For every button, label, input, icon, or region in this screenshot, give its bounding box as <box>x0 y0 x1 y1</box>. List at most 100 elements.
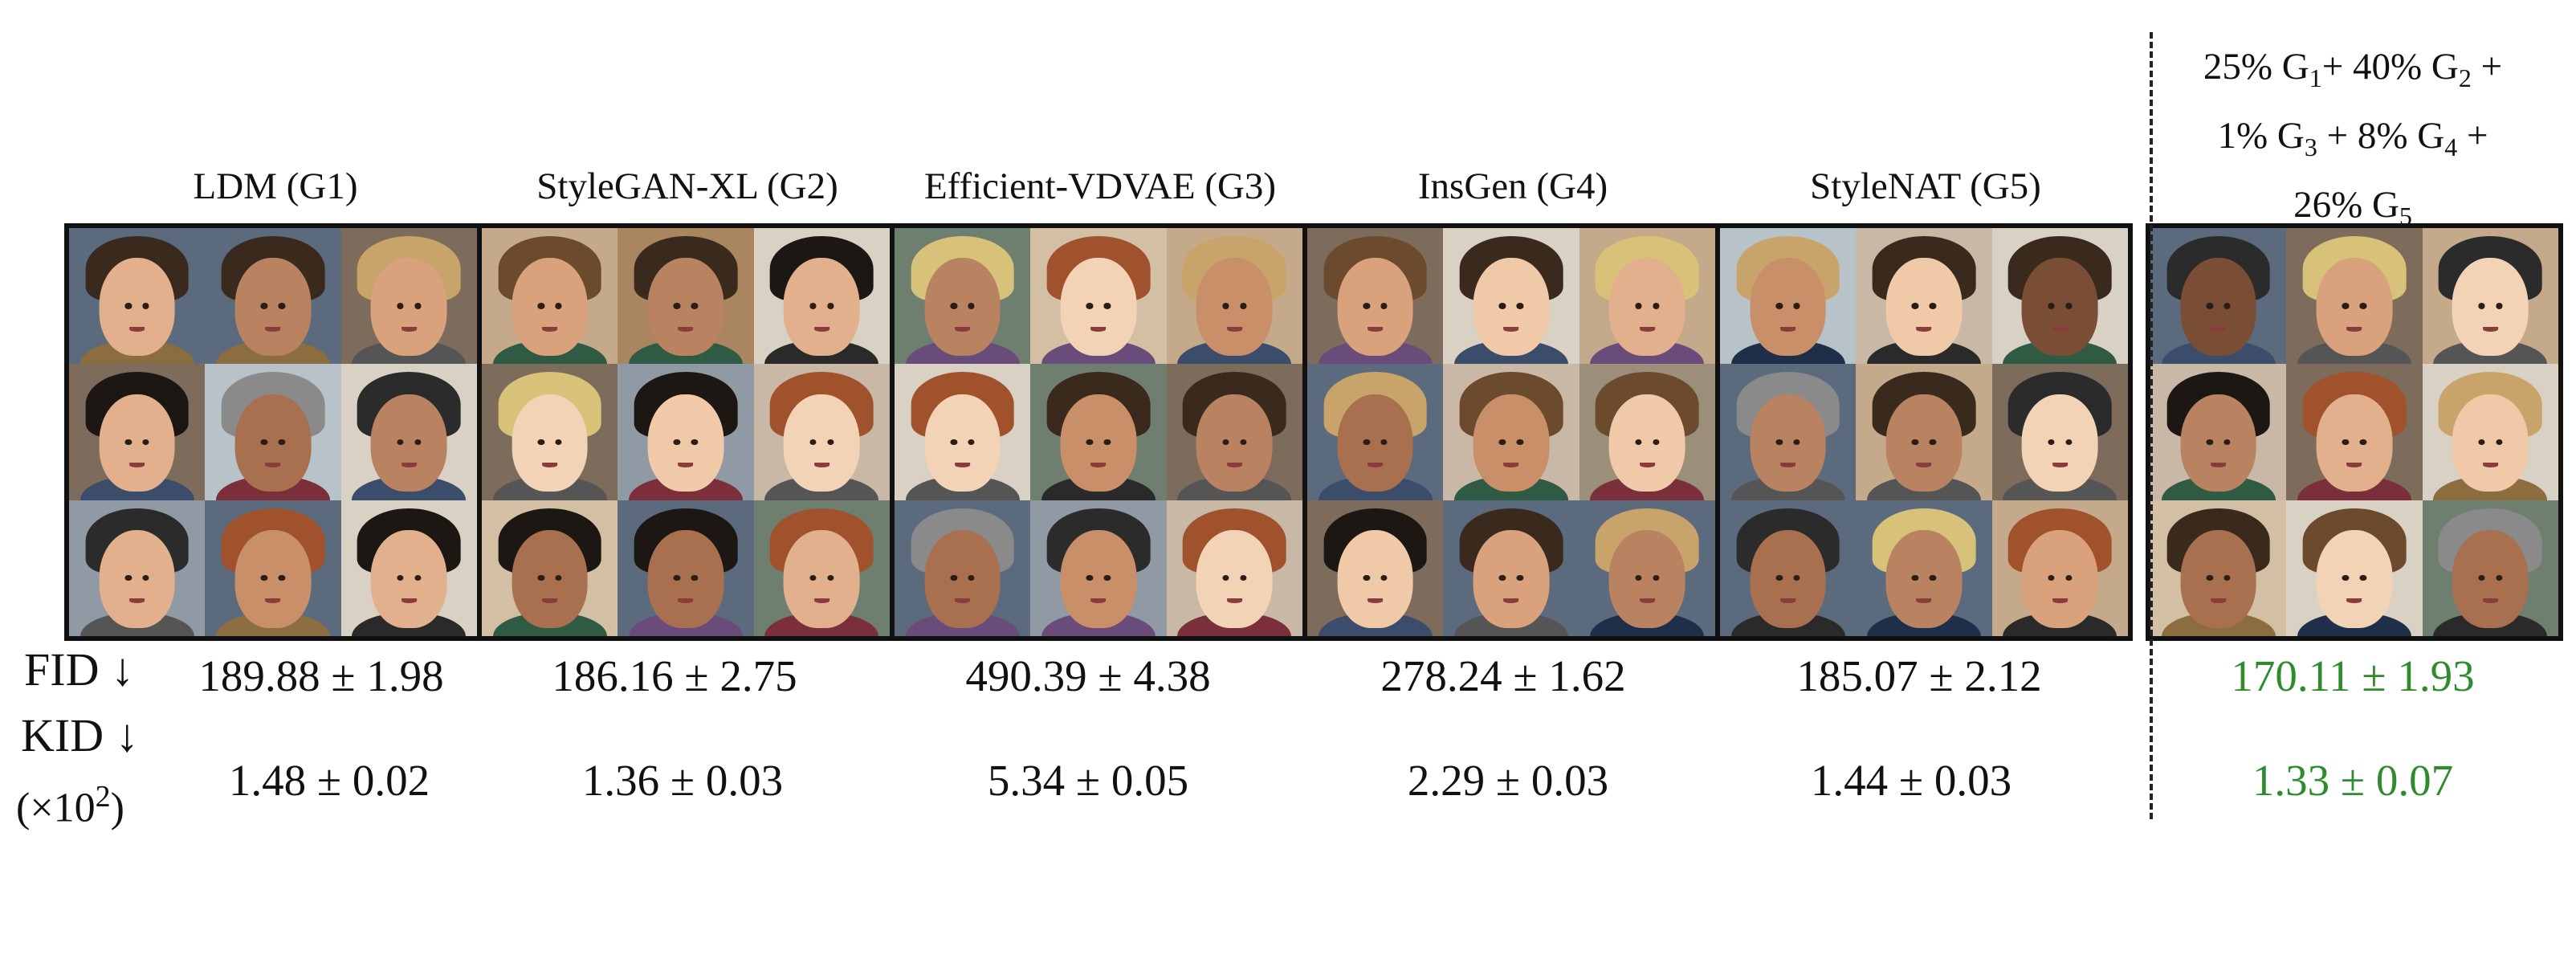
sample-mouth <box>401 326 417 332</box>
sample-mouth <box>813 462 829 467</box>
mixture-title-line2: 1% G3 + 8% G4 + <box>2217 115 2488 161</box>
kid-value-ldm: 1.48 ± 0.02 <box>228 756 430 805</box>
face-sample-image <box>69 364 206 500</box>
sample-mouth <box>1226 326 1242 332</box>
sample-face <box>1196 394 1273 492</box>
sample-mouth <box>2346 326 2362 332</box>
sample-mouth <box>2346 462 2362 467</box>
face-sample-image <box>2286 228 2423 365</box>
face-sample-image <box>69 500 206 636</box>
sample-face <box>99 529 176 628</box>
sample-grid-stylenat <box>1715 223 2133 641</box>
kid-scale-label: (×102) <box>16 780 124 831</box>
face-sample-image <box>1166 228 1302 365</box>
sample-eyes <box>260 439 286 445</box>
sample-eyes <box>1086 574 1111 581</box>
face-sample-image <box>1030 364 1167 500</box>
sample-mouth <box>1639 462 1655 467</box>
sample-mouth <box>1639 598 1655 604</box>
sample-eyes <box>1635 303 1660 309</box>
sample-eyes <box>537 439 562 445</box>
sample-face <box>1337 258 1414 357</box>
face-sample-image <box>205 228 341 365</box>
sample-face <box>1196 529 1273 628</box>
sample-mouth <box>129 598 145 604</box>
sample-mouth <box>1226 598 1242 604</box>
fid-label: FID ↓ <box>24 643 134 696</box>
sample-mouth <box>2346 598 2362 604</box>
sample-eyes <box>2048 574 2073 581</box>
sample-face <box>1608 394 1685 492</box>
face-sample-image <box>2150 228 2287 365</box>
kid-value-efficient-vdvae: 5.34 ± 0.05 <box>987 756 1189 805</box>
sample-face <box>512 529 589 628</box>
column-title-efficient-vdvae: Efficient-VDVAE (G3) <box>923 165 1277 207</box>
sample-face <box>924 529 1001 628</box>
sample-mouth <box>1367 326 1384 332</box>
face-sample-image <box>1443 364 1579 500</box>
sample-mouth <box>2482 326 2498 332</box>
face-sample-image <box>1720 364 1857 500</box>
face-sample-image <box>1166 364 1302 500</box>
face-sample-image <box>1856 364 1992 500</box>
face-sample-image <box>2422 228 2558 365</box>
face-sample-image <box>340 500 477 636</box>
face-sample-image <box>69 228 206 365</box>
sample-eyes <box>260 303 286 309</box>
sample-eyes <box>397 574 422 581</box>
face-sample-image <box>618 500 754 636</box>
sample-face <box>2316 529 2393 628</box>
sample-face <box>1473 258 1550 357</box>
sample-mouth <box>542 326 558 332</box>
sample-eyes <box>1222 303 1247 309</box>
sample-mouth <box>1639 326 1655 332</box>
face-sample-image <box>753 500 890 636</box>
sample-mouth <box>1916 326 1932 332</box>
sample-mouth <box>1226 462 1242 467</box>
sample-face <box>647 258 724 357</box>
sample-eyes <box>1086 303 1111 309</box>
sample-eyes <box>950 439 975 445</box>
sample-eyes <box>1911 574 1937 581</box>
sample-eyes <box>1086 439 1111 445</box>
kid-value-stylegan-xl: 1.36 ± 0.03 <box>581 756 784 805</box>
sample-eyes <box>1635 574 1660 581</box>
sample-mouth <box>2482 462 2498 467</box>
sample-face <box>2021 529 2098 628</box>
sample-face <box>512 394 589 492</box>
mixture-title: 25% G1+ 40% G2 + 1% G3 + 8% G4 + 26% G5 <box>2096 32 2576 239</box>
sample-face <box>924 258 1001 357</box>
sample-face <box>2021 394 2098 492</box>
sample-mouth <box>1916 462 1932 467</box>
sample-mouth <box>2211 598 2227 604</box>
sample-eyes <box>2478 303 2503 309</box>
face-sample-image <box>618 364 754 500</box>
sample-face <box>1473 529 1550 628</box>
sample-eyes <box>2206 574 2231 581</box>
sample-face <box>234 529 312 628</box>
sample-eyes <box>537 574 562 581</box>
face-sample-image <box>1166 500 1302 636</box>
sample-face <box>783 258 860 357</box>
sample-eyes <box>2206 439 2231 445</box>
sample-face <box>783 529 860 628</box>
sample-eyes <box>673 439 699 445</box>
face-sample-image <box>1307 228 1444 365</box>
dashed-divider <box>2150 32 2153 819</box>
sample-mouth <box>265 326 281 332</box>
sample-face <box>1196 258 1273 357</box>
sample-mouth <box>1503 462 1519 467</box>
sample-eyes <box>2342 303 2367 309</box>
sample-mouth <box>401 598 417 604</box>
sample-eyes <box>1635 439 1660 445</box>
sample-face <box>234 394 312 492</box>
sample-mouth <box>129 462 145 467</box>
sample-face <box>370 394 447 492</box>
sample-mouth <box>1090 462 1107 467</box>
sample-eyes <box>397 439 422 445</box>
sample-eyes <box>809 574 834 581</box>
face-sample-image <box>1443 228 1579 365</box>
sample-face <box>647 529 724 628</box>
sample-eyes <box>124 439 149 445</box>
sample-face <box>1750 529 1827 628</box>
